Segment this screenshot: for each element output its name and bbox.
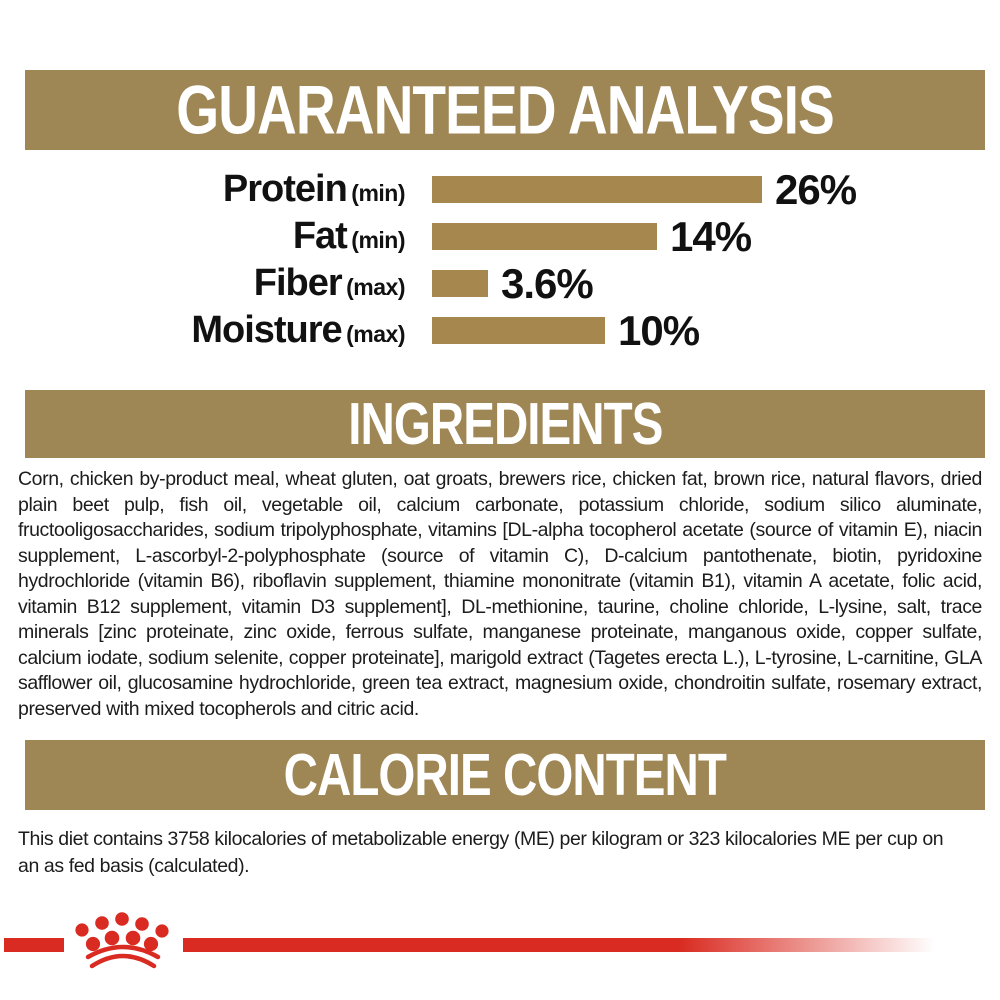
analysis-value: 10%: [618, 306, 700, 354]
royal-canin-crown-icon: [75, 912, 169, 969]
ingredients-title: INGREDIENTS: [347, 390, 663, 458]
nutrient-name: Moisture: [191, 309, 342, 351]
brand-divider-left: [4, 938, 64, 952]
analysis-value: 26%: [775, 165, 857, 213]
analysis-bar: [432, 176, 762, 203]
analysis-row-fiber: Fiber (max) 3.6%: [0, 260, 1000, 307]
nutrient-qualifier: (max): [346, 274, 405, 300]
analysis-bar: [432, 317, 605, 344]
crown-dots: [75, 912, 169, 952]
nutrient-name: Fat: [292, 215, 348, 257]
calorie-content-header: CALORIE CONTENT: [25, 740, 985, 810]
crown-arcs: [85, 944, 161, 969]
analysis-row-protein: Protein (min) 26%: [0, 166, 1000, 213]
analysis-bar: [432, 270, 488, 297]
ingredients-header: INGREDIENTS: [25, 390, 985, 458]
guaranteed-analysis-header: GUARANTEED ANALYSIS: [25, 70, 985, 150]
analysis-label: Fiber (max): [0, 262, 406, 305]
brand-divider-right: [183, 938, 935, 952]
guaranteed-analysis-chart: Protein (min) 26% Fat (min) 14% Fiber (m…: [0, 166, 1000, 354]
calorie-content-title: CALORIE CONTENT: [283, 741, 727, 809]
nutrient-name: Fiber: [253, 262, 343, 304]
analysis-bar: [432, 223, 657, 250]
nutrient-qualifier: (max): [346, 321, 405, 347]
analysis-label: Protein (min): [0, 168, 406, 211]
nutrient-qualifier: (min): [351, 180, 405, 206]
analysis-value: 3.6%: [501, 259, 594, 307]
analysis-row-fat: Fat (min) 14%: [0, 213, 1000, 260]
analysis-row-moisture: Moisture (max) 10%: [0, 307, 1000, 354]
ingredients-paragraph: Corn, chicken by-product meal, wheat glu…: [18, 468, 982, 720]
analysis-label: Moisture (max): [0, 309, 405, 352]
analysis-value: 14%: [670, 212, 752, 260]
nutrient-name: Protein: [222, 168, 348, 210]
analysis-label: Fat (min): [0, 215, 406, 258]
guaranteed-analysis-title: GUARANTEED ANALYSIS: [176, 71, 834, 149]
calorie-content-paragraph: This diet contains 3758 kilocalories of …: [18, 828, 944, 877]
nutrient-qualifier: (min): [351, 227, 405, 253]
